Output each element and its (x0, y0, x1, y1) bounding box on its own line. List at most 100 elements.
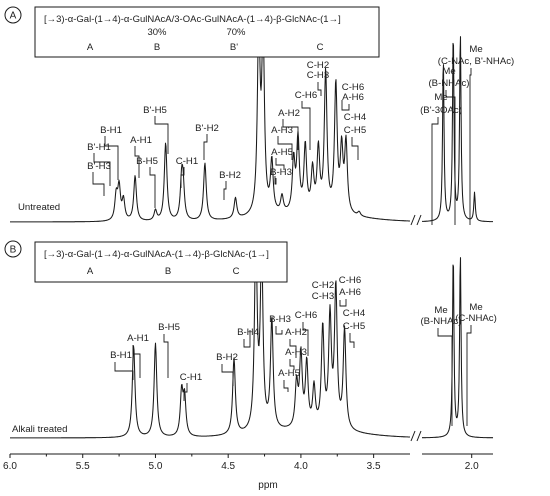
peak-label-6: B-H4 (237, 327, 260, 338)
peak-label-18: Me (434, 305, 447, 316)
residue-label-4: C (317, 42, 324, 53)
peak-leader-9 (223, 181, 227, 200)
peak-leader-11 (302, 322, 309, 356)
peak-leader-14 (437, 328, 453, 426)
peak-leader-10 (274, 176, 277, 185)
peak-label-21: (C-NHAc) (455, 313, 497, 324)
residue-label-2: B (154, 42, 160, 53)
peak-label-7: B-H3 (269, 314, 291, 325)
residue-label-1: A (87, 266, 94, 277)
peak-label-6: B'-H5 (143, 105, 167, 116)
peak-label-5: B-H2 (216, 352, 238, 363)
residue-label-2: B (165, 266, 171, 277)
peak-leader-5 (149, 167, 156, 208)
peak-leader-10 (289, 339, 297, 358)
axis-break-mark (410, 430, 422, 442)
peak-label-4: C-H1 (180, 372, 202, 383)
peak-label-3: B-H5 (158, 322, 180, 333)
peak-label-20: C-H5 (344, 125, 366, 136)
peak-label-23: Me (442, 66, 455, 77)
peak-label-1: B-H1 (110, 350, 132, 361)
peak-leader-7 (180, 167, 185, 188)
peak-leader-5 (221, 364, 234, 386)
peak-label-17: C-H5 (343, 321, 365, 332)
x-tick-label: 6.0 (3, 461, 17, 472)
axis-break-mark (410, 214, 422, 226)
trace-label: Alkali treated (12, 424, 67, 435)
x-tick-label: 5.5 (76, 461, 90, 472)
structure-box: [→3)-α-Gal-(1→4)-α-GulNAcA/3-OAc-GulNAcA… (34, 6, 380, 58)
structure-percent-a: 30% (147, 27, 167, 38)
peak-leader-14 (301, 101, 311, 150)
spectrum-trace-segment-2 (421, 257, 494, 439)
peak-leader-15 (466, 325, 472, 426)
peak-label-5: B-H5 (136, 156, 158, 167)
panel-letter: B (4, 240, 22, 258)
peak-leader-11 (275, 158, 285, 170)
peak-leader-12 (277, 136, 293, 160)
peak-label-26: (C-NAc, B'-NHAc) (438, 56, 514, 67)
panel-letter: A (4, 6, 22, 24)
peak-label-7: C-H1 (176, 156, 198, 167)
peak-leader-12 (339, 299, 347, 307)
peak-label-15: C-H2 (307, 60, 329, 71)
peak-leader-6 (243, 330, 251, 348)
peak-leader-17 (351, 137, 359, 160)
peak-label-10: B-H3 (270, 167, 292, 178)
peak-label-3: B-H1 (100, 125, 122, 136)
peak-leader-4 (134, 146, 140, 178)
peak-label-25: Me (469, 44, 482, 55)
peak-label-1: B'-H3 (87, 161, 111, 172)
x-axis: 6.0 5.5 5.0 4.5 4.0 3.5 2.0 ppm (3, 453, 493, 491)
residue-label-3: C (233, 266, 240, 277)
peak-leader-16 (341, 100, 350, 111)
residue-label-1: A (87, 42, 94, 53)
peak-leader-9 (289, 359, 295, 370)
peak-leader-13 (282, 119, 299, 150)
peak-label-24: (B-NHAc) (428, 78, 469, 89)
x-tick-label: 4.0 (294, 461, 308, 472)
peak-leader-1 (92, 172, 105, 196)
peak-label-12: C-H2 (312, 280, 334, 291)
peak-label-14: C-H6 (339, 275, 361, 286)
peak-label-11: A-H5 (271, 147, 293, 158)
peak-label-8: A-H5 (278, 368, 300, 379)
peak-label-10: A-H2 (285, 327, 307, 338)
peak-leader-19 (445, 90, 456, 225)
x-tick-label: 3.5 (367, 461, 381, 472)
peak-label-14: C-H6 (295, 90, 317, 101)
peak-label-4: A-H1 (130, 135, 152, 146)
peak-label-22: (B'-3OAc) (420, 105, 462, 116)
peak-label-2: A-H1 (127, 333, 149, 344)
peak-label-16: C-H3 (307, 70, 329, 81)
peak-label-21: Me (434, 92, 447, 103)
peak-label-13: A-H2 (278, 108, 300, 119)
peak-label-18: A-H6 (342, 92, 364, 103)
peak-leader-2 (132, 345, 141, 378)
peak-leader-2 (93, 153, 111, 186)
panel-b: B [→3)-α-Gal-(1→4)-α-GulNAcA-(1→4)-β-GlcN… (4, 240, 497, 442)
peak-label-2: B'-H1 (87, 142, 111, 153)
peak-leader-6 (154, 116, 169, 154)
peak-leader-1 (114, 362, 134, 380)
residue-label-3: B' (230, 42, 238, 53)
peak-label-15: A-H6 (339, 287, 361, 298)
spectrum-trace-segment-1 (9, 17, 411, 223)
peak-label-8: B'-H2 (195, 123, 219, 134)
peak-leader-8 (283, 380, 289, 392)
peak-leader-4 (183, 383, 188, 401)
x-tick-label: 2.0 (465, 461, 479, 472)
spectrum-trace-segment-2 (421, 36, 494, 223)
peak-leader-13 (349, 333, 355, 348)
peak-leader-3 (104, 136, 119, 180)
structure-box: [→3)-α-Gal-(1→4)-α-GulNAcA-(1→4)-β-GlcNA… (34, 241, 288, 283)
structure-formula: [→3)-α-Gal-(1→4)-α-GulNAcA/3-OAc-GulNAcA… (44, 14, 341, 25)
peak-label-12: A-H3 (271, 125, 293, 136)
peak-leader-18 (431, 117, 439, 225)
peak-leader-8 (203, 134, 208, 160)
peak-leader-3 (163, 334, 169, 378)
peak-label-20: Me (469, 302, 482, 313)
peak-label-13: C-H3 (312, 291, 334, 302)
panel-a: A [→3)-α-Gal-(1→4)-α-GulNAcA/3-OAc-GulNAc… (4, 6, 514, 226)
